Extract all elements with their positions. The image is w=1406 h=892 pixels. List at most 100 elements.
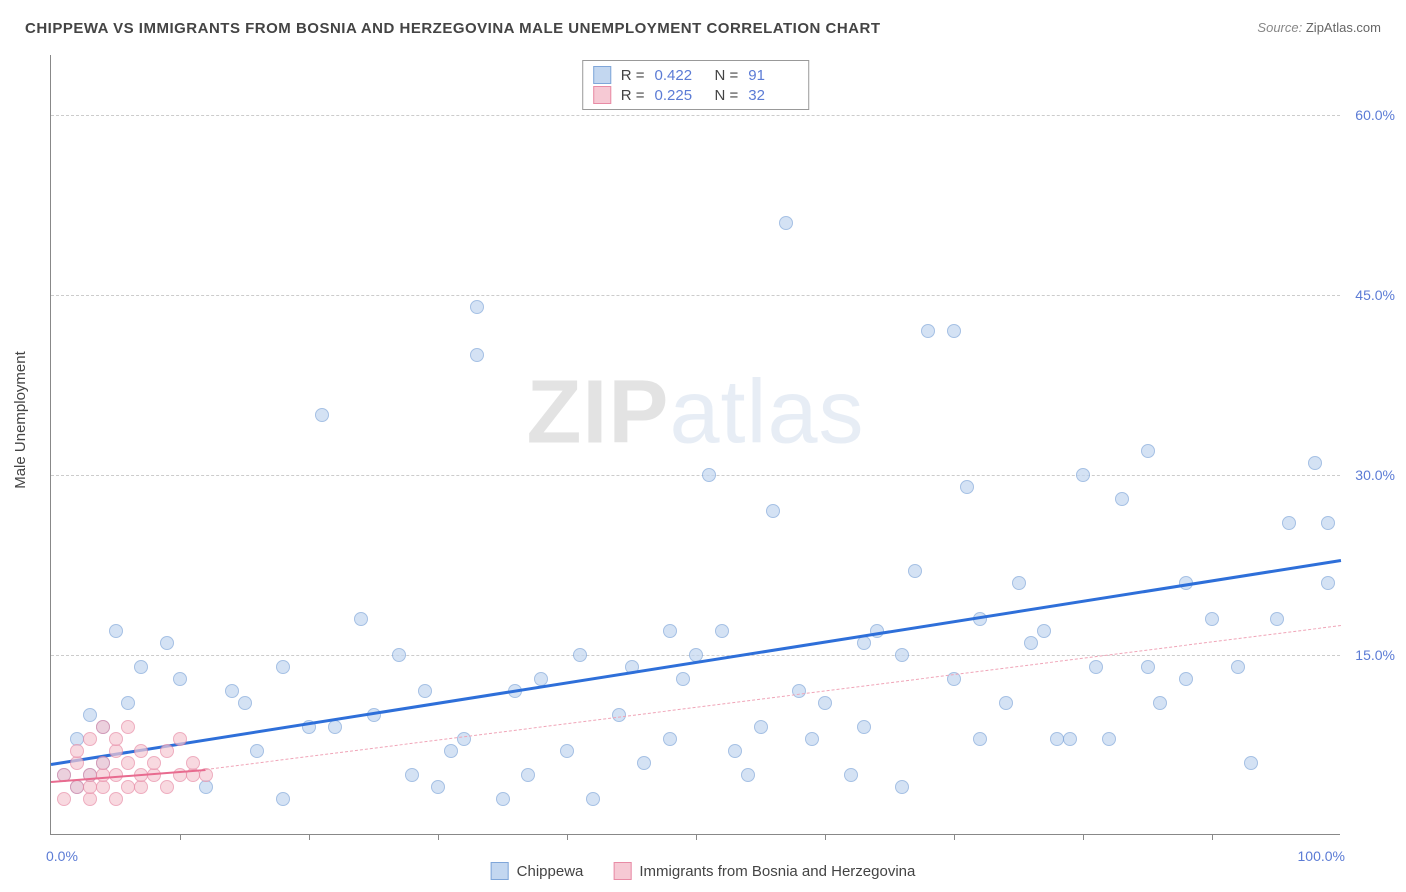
scatter-point [160,636,174,650]
scatter-point [1231,660,1245,674]
scatter-point [715,624,729,638]
watermark-zip: ZIP [526,363,669,463]
n-label: N = [715,87,739,104]
scatter-point [470,348,484,362]
scatter-point [1012,576,1026,590]
scatter-point [109,732,123,746]
scatter-point [405,768,419,782]
scatter-point [1308,456,1322,470]
scatter-point [560,744,574,758]
legend-row: R =0.422N =91 [593,65,799,85]
scatter-point [147,756,161,770]
scatter-point [663,624,677,638]
legend-swatch [593,66,611,84]
y-axis-title: Male Unemployment [12,351,29,489]
scatter-point [1179,672,1193,686]
x-tick [825,834,826,840]
x-tick [567,834,568,840]
scatter-point [134,780,148,794]
scatter-point [908,564,922,578]
scatter-point [676,672,690,686]
scatter-point [328,720,342,734]
scatter-point [728,744,742,758]
source-attribution: Source: ZipAtlas.com [1257,20,1381,35]
plot-area: ZIPatlas R =0.422N =91R =0.225N =32 0.0%… [50,55,1340,835]
scatter-point [521,768,535,782]
scatter-point [637,756,651,770]
scatter-point [444,744,458,758]
y-tick-label: 45.0% [1355,287,1395,303]
scatter-point [70,756,84,770]
scatter-point [1115,492,1129,506]
r-label: R = [621,87,645,104]
scatter-point [57,792,71,806]
scatter-point [96,720,110,734]
watermark-atlas: atlas [669,363,864,463]
source-label: Source: [1257,20,1302,35]
scatter-point [663,732,677,746]
legend-swatch [593,86,611,104]
scatter-point [276,792,290,806]
scatter-point [1153,696,1167,710]
scatter-point [134,744,148,758]
y-tick-label: 15.0% [1355,647,1395,663]
scatter-point [947,324,961,338]
scatter-point [418,684,432,698]
legend-item: Chippewa [491,862,584,880]
scatter-point [857,720,871,734]
x-axis-min-label: 0.0% [46,848,78,864]
scatter-point [1270,612,1284,626]
gridline [51,295,1340,296]
scatter-point [741,768,755,782]
legend-swatch [613,862,631,880]
scatter-point [83,780,97,794]
x-tick [1083,834,1084,840]
scatter-point [805,732,819,746]
scatter-point [96,780,110,794]
x-tick [180,834,181,840]
x-tick [1212,834,1213,840]
scatter-point [186,756,200,770]
scatter-point [702,468,716,482]
scatter-point [173,672,187,686]
scatter-point [83,708,97,722]
scatter-point [960,480,974,494]
gridline [51,115,1340,116]
x-axis-max-label: 100.0% [1298,848,1345,864]
legend-swatch [491,862,509,880]
scatter-point [999,696,1013,710]
legend-label: Immigrants from Bosnia and Herzegovina [639,863,915,880]
x-tick [696,834,697,840]
scatter-point [70,780,84,794]
scatter-point [1076,468,1090,482]
trend-line [206,625,1341,770]
x-tick [954,834,955,840]
scatter-point [1282,516,1296,530]
scatter-point [1244,756,1258,770]
scatter-point [496,792,510,806]
scatter-point [109,624,123,638]
scatter-point [83,732,97,746]
scatter-point [573,648,587,662]
scatter-point [121,756,135,770]
y-tick-label: 30.0% [1355,467,1395,483]
series-legend: Chippewa Immigrants from Bosnia and Herze… [491,862,916,880]
n-value: 91 [748,67,798,84]
scatter-point [354,612,368,626]
scatter-point [792,684,806,698]
scatter-point [1321,576,1335,590]
scatter-point [121,720,135,734]
scatter-point [225,684,239,698]
source-name: ZipAtlas.com [1306,20,1381,35]
scatter-point [1321,516,1335,530]
scatter-point [238,696,252,710]
scatter-point [1205,612,1219,626]
scatter-point [586,792,600,806]
scatter-point [895,780,909,794]
scatter-point [160,780,174,794]
r-value: 0.225 [655,87,705,104]
scatter-point [1037,624,1051,638]
x-tick [309,834,310,840]
scatter-point [1141,444,1155,458]
scatter-point [1024,636,1038,650]
